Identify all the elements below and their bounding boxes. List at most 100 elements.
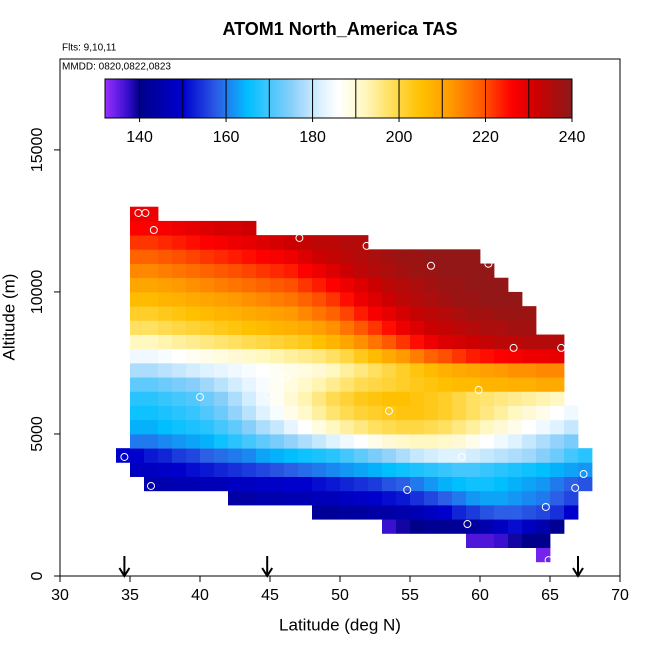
flight-point [281,372,290,381]
colorbar-step [448,79,452,118]
heat-cell [536,448,551,463]
heat-cell [354,504,369,520]
heat-cell [256,348,271,364]
colorbar-step [325,79,329,118]
heat-cell [186,306,201,321]
heat-cell [550,476,565,492]
heat-cell [410,362,425,378]
heat-cell [452,362,467,378]
x-tick-label: 55 [401,587,419,604]
heat-cell [410,320,425,335]
colorbar-step [496,79,499,118]
heat-cell [508,433,523,449]
colorbar-step [481,79,484,118]
colorbar-step [295,79,298,118]
heat-cell [312,235,327,250]
heat-cell [480,490,495,506]
colorbar-step [189,79,192,118]
heat-cell [270,377,285,392]
heat-cell [200,263,215,279]
heat-cell [410,334,425,350]
heat-cell [494,419,509,435]
flight-point [120,452,129,461]
flight-point [147,481,155,490]
colorbar-step [334,79,337,118]
heat-cell [466,334,481,350]
colorbar-step [133,79,136,118]
heat-cell [340,504,355,520]
heat-cell [242,291,257,307]
heat-cell [298,348,313,364]
heat-cell [564,448,579,463]
heat-cell [298,391,313,406]
heat-cell [312,334,327,350]
heat-cell [410,462,425,477]
heat-cell [340,235,355,250]
heat-cell [326,263,341,279]
heat-cell [144,433,159,449]
colorbar-step [267,79,270,118]
heat-cell [298,334,313,350]
heat-cell [340,291,355,307]
heat-cell [340,377,355,392]
heat-cell [564,490,579,506]
heat-cell [270,419,285,435]
heat-cell [536,362,551,378]
heat-cell [158,220,173,236]
colorbar-step [327,79,331,118]
heat-cell [480,462,495,477]
heat-cell [312,348,327,364]
colorbar-step [526,79,530,118]
heat-cell [522,533,537,548]
colorbar-tick-label: 140 [126,129,153,146]
heat-cell [396,291,411,307]
heat-cell [186,433,201,449]
heat-cell [172,348,187,364]
heat-cell [186,476,201,492]
heat-cell [256,334,271,350]
colorbar-step [533,79,536,118]
heat-cell [410,519,425,534]
heat-cell [228,277,243,293]
heat-cell [270,263,285,279]
colorbar-step [312,79,316,118]
heat-cell [340,306,355,321]
colorbar-step [440,79,443,118]
colorbar-step [468,79,471,118]
heat-cell [270,334,285,350]
colorbar-step [113,79,117,118]
heat-cell [172,220,187,236]
heat-cell [438,476,453,492]
colorbar-step [284,79,288,118]
heat-cell [186,419,201,435]
heat-cell [158,419,173,435]
heat-cell [452,249,467,264]
heat-cell [410,476,425,492]
colorbar-step [159,79,162,118]
colorbar-step [524,79,528,118]
heat-cell [326,476,341,492]
heat-cell [368,504,383,520]
heat-cell [550,362,565,378]
heat-cell [326,419,341,435]
heat-cell [396,249,411,264]
heat-cell [242,419,257,435]
heat-cell [144,334,159,350]
heat-cell [256,362,271,378]
heat-cell [382,433,397,449]
heat-cell [452,490,467,506]
heat-cell [298,377,313,392]
heat-cell [144,277,159,293]
heat-cell [354,320,369,335]
colorbar-step [338,79,342,118]
heat-cell [270,405,285,421]
heat-cell [452,348,467,364]
heat-cell [270,277,285,293]
x-tick-label: 35 [121,587,139,604]
colorbar-step [498,79,502,118]
heat-cell [172,462,187,477]
colorbar-step [492,79,495,118]
heat-cell [158,263,173,279]
heat-cell [508,377,523,392]
colorbar-step [306,79,309,118]
